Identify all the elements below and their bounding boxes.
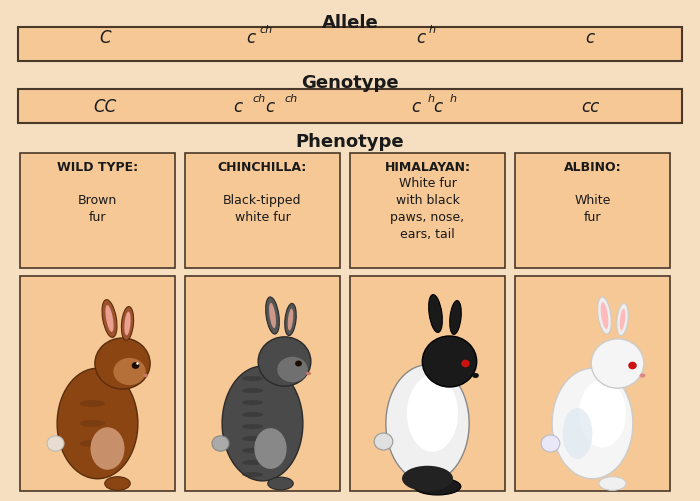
Ellipse shape: [407, 376, 458, 452]
Text: cc: cc: [581, 98, 599, 116]
Ellipse shape: [541, 435, 560, 452]
Ellipse shape: [449, 301, 461, 335]
Text: Black-tipped
white fur: Black-tipped white fur: [223, 193, 302, 223]
Ellipse shape: [132, 362, 139, 369]
Ellipse shape: [95, 338, 150, 389]
Bar: [515, 154, 670, 269]
Text: ALBINO:: ALBINO:: [564, 161, 622, 174]
Ellipse shape: [472, 373, 479, 378]
Ellipse shape: [386, 365, 469, 482]
Ellipse shape: [461, 360, 470, 368]
Ellipse shape: [266, 298, 279, 334]
Ellipse shape: [242, 412, 263, 417]
Text: Phenotype: Phenotype: [295, 133, 405, 151]
Text: c: c: [233, 98, 243, 116]
Ellipse shape: [422, 336, 477, 387]
Ellipse shape: [242, 448, 263, 453]
Ellipse shape: [617, 304, 628, 336]
Ellipse shape: [113, 358, 146, 385]
Ellipse shape: [563, 408, 592, 459]
Ellipse shape: [106, 306, 113, 332]
Ellipse shape: [599, 477, 626, 490]
Text: h: h: [450, 94, 457, 104]
Ellipse shape: [125, 312, 131, 336]
Ellipse shape: [242, 388, 263, 393]
Text: c: c: [416, 29, 425, 47]
Text: HIMALAYAN:: HIMALAYAN:: [384, 161, 470, 174]
Ellipse shape: [242, 460, 263, 465]
Ellipse shape: [306, 372, 311, 375]
Ellipse shape: [80, 400, 105, 407]
Ellipse shape: [242, 400, 263, 405]
Ellipse shape: [143, 374, 148, 377]
Ellipse shape: [90, 427, 125, 470]
Ellipse shape: [80, 440, 105, 447]
Ellipse shape: [428, 295, 442, 333]
Text: Allele: Allele: [321, 14, 379, 32]
Bar: [350, 154, 505, 269]
Text: ch: ch: [284, 94, 297, 104]
Bar: [18, 90, 682, 124]
Ellipse shape: [222, 366, 303, 481]
Ellipse shape: [57, 369, 138, 479]
Ellipse shape: [242, 376, 263, 381]
Text: h: h: [428, 94, 435, 104]
Ellipse shape: [552, 369, 633, 479]
Text: C: C: [99, 29, 111, 47]
Ellipse shape: [267, 477, 293, 490]
Ellipse shape: [432, 301, 439, 327]
Text: White fur
with black
paws, nose,
ears, tail: White fur with black paws, nose, ears, t…: [391, 177, 465, 240]
Ellipse shape: [579, 380, 626, 447]
Ellipse shape: [295, 361, 302, 367]
Text: WILD TYPE:: WILD TYPE:: [57, 161, 138, 174]
Ellipse shape: [102, 300, 117, 338]
Text: h: h: [429, 25, 436, 35]
Ellipse shape: [402, 466, 453, 491]
Ellipse shape: [212, 436, 229, 451]
Text: Brown
fur: Brown fur: [78, 193, 117, 223]
Ellipse shape: [598, 298, 611, 334]
Text: c: c: [433, 98, 442, 116]
Ellipse shape: [258, 337, 311, 386]
Text: c: c: [412, 98, 421, 116]
Ellipse shape: [269, 303, 276, 329]
Text: ch: ch: [259, 25, 272, 35]
Ellipse shape: [640, 374, 645, 378]
Ellipse shape: [80, 420, 105, 427]
Bar: [20, 154, 175, 269]
Ellipse shape: [374, 433, 393, 450]
Bar: [350, 277, 505, 491]
Ellipse shape: [285, 304, 296, 336]
Ellipse shape: [620, 309, 625, 331]
Ellipse shape: [601, 303, 608, 329]
Text: White
fur: White fur: [574, 193, 610, 223]
Ellipse shape: [277, 357, 308, 382]
Ellipse shape: [414, 478, 461, 495]
Ellipse shape: [591, 339, 644, 388]
Bar: [18, 28, 682, 62]
Text: Genotype: Genotype: [301, 74, 399, 92]
Ellipse shape: [121, 307, 134, 341]
Ellipse shape: [254, 428, 287, 469]
Ellipse shape: [242, 472, 263, 477]
Bar: [515, 277, 670, 491]
Text: CHINCHILLA:: CHINCHILLA:: [218, 161, 307, 174]
Text: c: c: [246, 29, 255, 47]
Text: c: c: [265, 98, 274, 116]
Ellipse shape: [136, 363, 139, 365]
Ellipse shape: [242, 424, 263, 429]
Ellipse shape: [47, 436, 64, 451]
Ellipse shape: [288, 309, 293, 331]
Text: CC: CC: [93, 98, 117, 116]
Bar: [185, 277, 340, 491]
Text: c: c: [585, 29, 594, 47]
Bar: [185, 154, 340, 269]
Ellipse shape: [105, 477, 130, 490]
Ellipse shape: [629, 362, 637, 370]
Bar: [20, 277, 175, 491]
Text: ch: ch: [252, 94, 265, 104]
Ellipse shape: [242, 436, 263, 441]
